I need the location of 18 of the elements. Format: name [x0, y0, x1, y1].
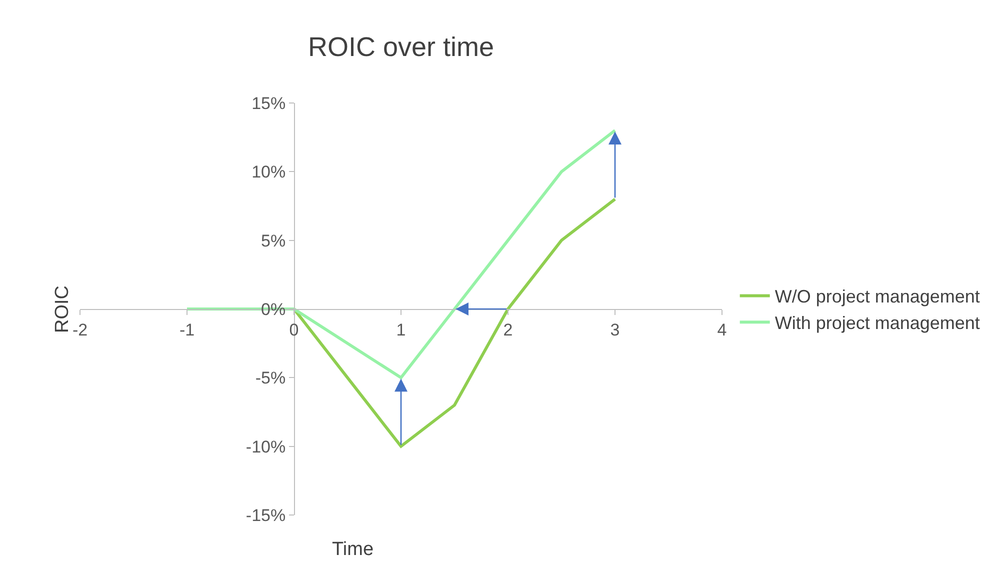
x-tick-label: 2 — [503, 320, 513, 340]
y-tick-label: 10% — [252, 162, 286, 182]
x-tick-label: -1 — [179, 320, 195, 340]
chart-title: ROIC over time — [308, 32, 494, 62]
x-tick-label: 4 — [717, 320, 727, 340]
y-tick-label: -15% — [246, 506, 286, 525]
x-tick-label: -2 — [72, 320, 88, 340]
x-tick-label: 1 — [396, 320, 406, 340]
y-axis-title: ROIC — [52, 286, 73, 333]
x-axis-title: Time — [332, 539, 374, 560]
x-tick-label: 3 — [610, 320, 620, 340]
y-tick-label: -10% — [246, 437, 286, 456]
legend-label: W/O project management — [774, 286, 980, 307]
y-tick-label: 5% — [261, 231, 286, 250]
legend-label: With project management — [774, 313, 980, 334]
y-tick-label: 15% — [252, 94, 286, 113]
y-tick-label: -5% — [255, 368, 286, 388]
x-tick-label: 0 — [289, 320, 299, 340]
